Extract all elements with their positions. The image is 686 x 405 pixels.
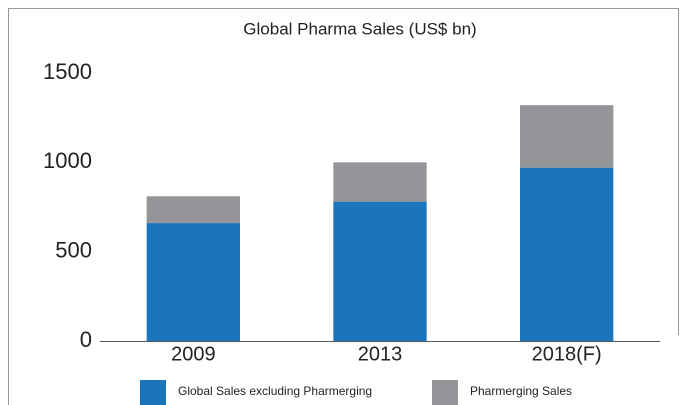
bar-segment — [146, 196, 240, 224]
bar-segment — [520, 167, 614, 341]
legend-label: Pharmerging Sales — [470, 384, 572, 398]
y-tick-label: 500 — [55, 237, 92, 262]
bar-segment — [333, 162, 427, 202]
bar-segment — [520, 105, 614, 168]
frame — [8, 8, 679, 405]
bar-segment — [333, 201, 427, 341]
x-tick-label: 2013 — [358, 343, 403, 365]
legend-swatch — [432, 380, 458, 405]
bar-segment — [146, 223, 240, 341]
y-tick-label: 0 — [80, 327, 92, 352]
chart-title: Global Pharma Sales (US$ bn) — [243, 19, 476, 38]
x-tick-label: 2009 — [171, 343, 216, 365]
y-tick-label: 1500 — [43, 59, 92, 84]
y-tick-label: 1000 — [43, 148, 92, 173]
x-tick-label: 2018(F) — [532, 343, 602, 365]
legend-swatch — [140, 380, 166, 405]
legend-label: Global Sales excluding Pharmerging — [178, 384, 372, 398]
